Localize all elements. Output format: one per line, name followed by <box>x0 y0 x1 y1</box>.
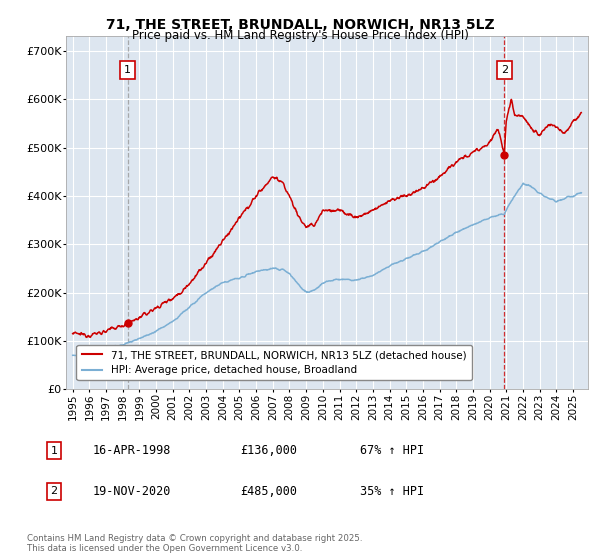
Text: 2: 2 <box>501 65 508 75</box>
Text: Contains HM Land Registry data © Crown copyright and database right 2025.
This d: Contains HM Land Registry data © Crown c… <box>27 534 362 553</box>
Text: £136,000: £136,000 <box>240 444 297 458</box>
Text: 1: 1 <box>124 65 131 75</box>
Text: 35% ↑ HPI: 35% ↑ HPI <box>360 484 424 498</box>
Text: 1: 1 <box>50 446 58 456</box>
Text: 71, THE STREET, BRUNDALL, NORWICH, NR13 5LZ: 71, THE STREET, BRUNDALL, NORWICH, NR13 … <box>106 18 494 32</box>
Text: Price paid vs. HM Land Registry's House Price Index (HPI): Price paid vs. HM Land Registry's House … <box>131 29 469 42</box>
Text: 67% ↑ HPI: 67% ↑ HPI <box>360 444 424 458</box>
Text: £485,000: £485,000 <box>240 484 297 498</box>
Text: 19-NOV-2020: 19-NOV-2020 <box>93 484 172 498</box>
Text: 16-APR-1998: 16-APR-1998 <box>93 444 172 458</box>
Text: 2: 2 <box>50 486 58 496</box>
Legend: 71, THE STREET, BRUNDALL, NORWICH, NR13 5LZ (detached house), HPI: Average price: 71, THE STREET, BRUNDALL, NORWICH, NR13 … <box>76 345 472 380</box>
